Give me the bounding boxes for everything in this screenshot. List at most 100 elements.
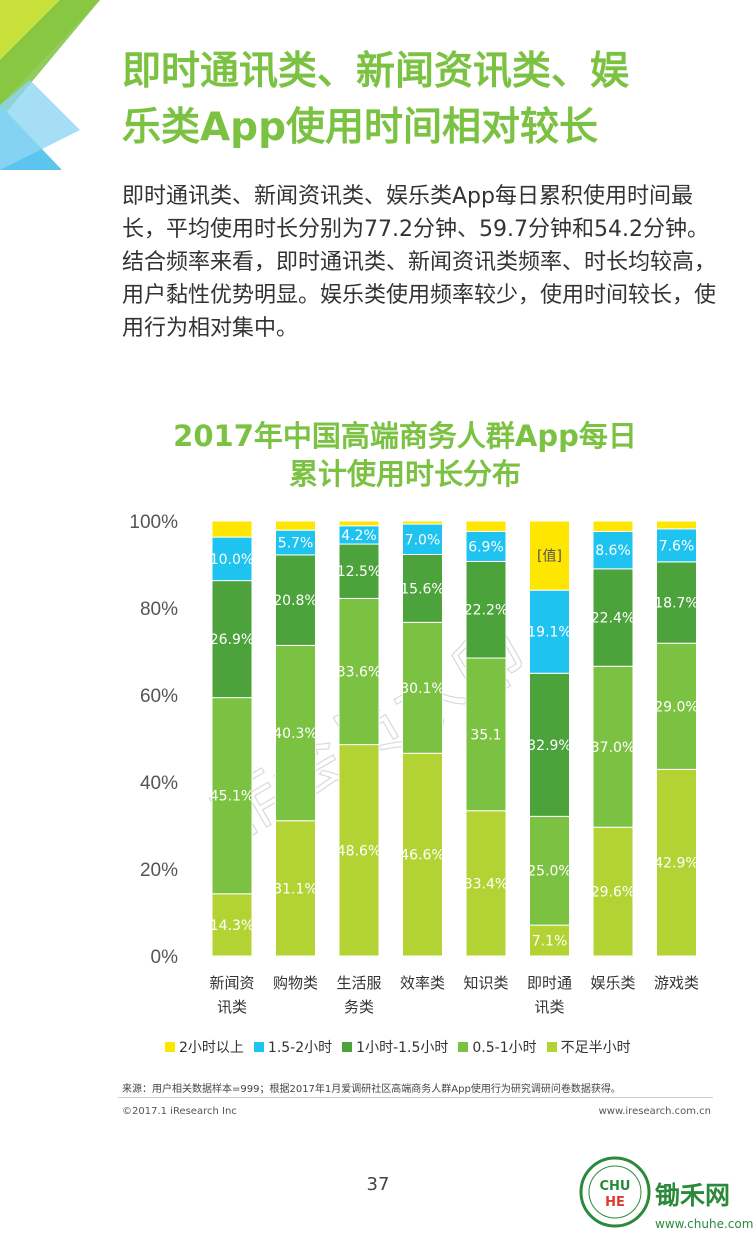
- summary-paragraph: 即时通讯类、新闻资讯类、娱乐类App每日累积使用时间最长，平均使用时长分别为77…: [122, 184, 709, 242]
- legend-label: 2小时以上: [179, 1040, 244, 1056]
- data-label: 33.4%: [464, 876, 508, 892]
- x-tick-label: 讯类: [217, 998, 247, 1016]
- bar-segment: [275, 554, 316, 646]
- data-label: 25.0%: [527, 864, 571, 880]
- y-tick-label: 60%: [140, 686, 178, 707]
- data-label: 22.4%: [591, 611, 635, 627]
- legend-swatch-1-5-2h: [253, 1042, 264, 1052]
- legend-swatch-under-half-hour: [546, 1042, 557, 1052]
- data-label: 29.6%: [591, 885, 635, 901]
- legend-swatch-2h-plus: [165, 1042, 175, 1052]
- bar-segment: [211, 520, 253, 538]
- bar-segment: [592, 520, 634, 532]
- data-label: 6.9%: [468, 539, 504, 555]
- data-label: 37.0%: [591, 740, 635, 756]
- x-tick-label: 务类: [344, 998, 374, 1016]
- data-label: 18.7%: [654, 596, 698, 612]
- footer-url[interactable]: www.iresearch.com.cn: [598, 1106, 711, 1117]
- bar-segment: [465, 530, 507, 562]
- data-label: 48.6%: [337, 843, 381, 859]
- y-tick-label: 0%: [151, 947, 179, 968]
- data-label: 7.0%: [405, 532, 441, 548]
- bar-segment: [465, 520, 507, 532]
- legend-label: 1小时-1.5小时: [356, 1040, 449, 1056]
- corner-decoration: [0, 0, 100, 170]
- x-tick-label: 讯类: [534, 998, 564, 1016]
- data-label: 31.1%: [273, 881, 317, 897]
- logo-text: 锄禾网: [655, 1181, 730, 1210]
- data-label: 15.6%: [400, 581, 444, 597]
- bar-segment: [656, 561, 697, 644]
- bar-segment: [402, 553, 443, 623]
- source-note: 来源：用户相关数据样本=999；根据2017年1月爱调研社区高端商务人群App使…: [122, 1084, 621, 1095]
- bar-segment: [592, 568, 634, 667]
- x-tick-label: 购物类: [273, 974, 318, 992]
- bar-segment: [529, 520, 570, 591]
- data-label: 5.7%: [278, 536, 314, 552]
- logo-url: www.chuhe.com: [655, 1217, 753, 1231]
- chart-title-line: 累计使用时长分布: [288, 457, 521, 491]
- data-label: 26.9%: [210, 632, 254, 648]
- legend-label: 1.5-2小时: [267, 1040, 333, 1056]
- y-tick-label: 100%: [129, 512, 178, 533]
- bar-segment: [656, 642, 697, 770]
- bar-segment: [529, 815, 570, 926]
- y-tick-label: 80%: [140, 599, 178, 620]
- data-label: 35.1: [470, 727, 501, 743]
- bar-segment: [592, 665, 634, 828]
- bar-segment: [275, 529, 316, 556]
- y-tick-label: 40%: [140, 773, 178, 794]
- data-label: 19.1%: [527, 625, 571, 641]
- data-label: 4.2%: [341, 528, 377, 544]
- data-label: 30.1%: [400, 681, 444, 697]
- bar-segment: [402, 752, 443, 957]
- bar-segment: [211, 697, 253, 895]
- data-label: 32.9%: [527, 738, 571, 754]
- x-tick-label: 生活服: [336, 974, 381, 992]
- bar-segment: [275, 520, 316, 531]
- legend-item: 1.5-2小时: [253, 1037, 333, 1057]
- data-label: 7.1%: [532, 934, 568, 950]
- data-label: 14.3%: [210, 918, 254, 934]
- bar-segment: [402, 523, 443, 555]
- bar-segment: [338, 744, 380, 957]
- legend-item: 不足半小时: [546, 1037, 631, 1057]
- x-tick-label: 知识类: [463, 974, 508, 992]
- x-tick-label: 即时通: [527, 974, 572, 992]
- legend-label: 0.5-1小时: [472, 1040, 537, 1056]
- bar-segment: [338, 520, 380, 527]
- data-label: 7.6%: [659, 538, 695, 554]
- chart-title-line: 2017年中国高端商务人群App每日: [173, 419, 637, 453]
- y-tick-label: 20%: [140, 860, 178, 881]
- bar-segment: [338, 543, 380, 599]
- bar-segment: [656, 768, 697, 957]
- data-label: 20.8%: [273, 593, 317, 609]
- data-label: 10.0%: [210, 552, 254, 568]
- legend-item: 0.5-1小时: [458, 1037, 537, 1057]
- svg-text:CHU: CHU: [600, 1179, 631, 1194]
- x-tick-label: 效率类: [400, 974, 445, 992]
- page-number: 37: [366, 1174, 390, 1195]
- svg-text:HE: HE: [605, 1195, 625, 1210]
- bar-segment: [275, 644, 316, 822]
- page-title: 即时通讯类、新闻资讯类、娱 乐类App使用时间相对较长: [122, 44, 722, 156]
- bar-segment: [656, 528, 697, 563]
- bar-segment: [465, 810, 507, 957]
- legend-label: 不足半小时: [560, 1040, 631, 1056]
- data-label: 29.0%: [654, 699, 698, 715]
- chart-title: 2017年中国高端商务人群App每日 累计使用时长分布: [120, 417, 690, 493]
- bar-segment: [529, 672, 570, 817]
- data-label: 12.5%: [337, 564, 381, 580]
- bar-segment: [529, 924, 570, 957]
- page-title-line: 即时通讯类、新闻资讯类、娱: [122, 49, 630, 94]
- page-title-line: 乐类App使用时间相对较长: [122, 105, 599, 150]
- copyright: ©2017.1 iResearch Inc: [122, 1106, 237, 1117]
- x-tick-label: 新闻资: [209, 974, 254, 992]
- footer-divider: [118, 1097, 713, 1098]
- data-label: 45.1%: [210, 789, 254, 805]
- data-label: [值]: [537, 549, 562, 565]
- legend-swatch-1-1-5h: [342, 1042, 353, 1052]
- x-tick-label: 游戏类: [654, 974, 699, 992]
- data-label: 33.6%: [337, 665, 381, 681]
- chart-legend: 2小时以上 1.5-2小时 1小时-1.5小时 0.5-1小时 不足半小时: [165, 1037, 631, 1057]
